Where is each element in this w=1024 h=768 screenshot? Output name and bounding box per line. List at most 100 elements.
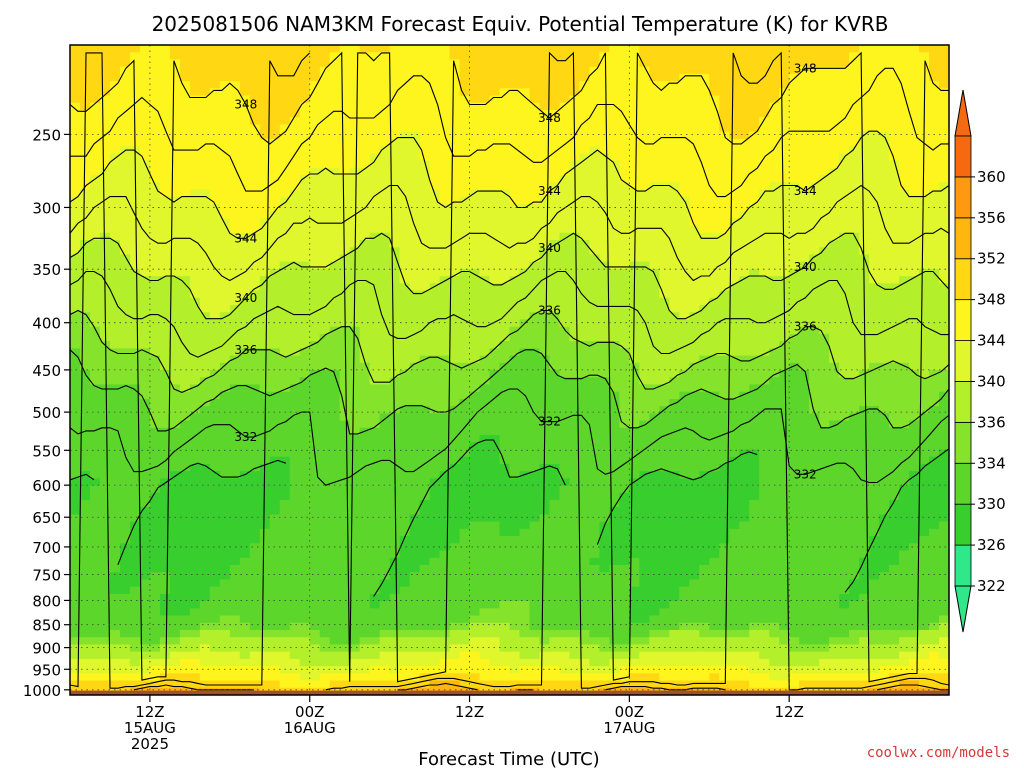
heat-cell — [849, 203, 860, 212]
heat-cell — [219, 167, 231, 176]
heat-cell — [849, 427, 860, 436]
heat-cell — [309, 95, 321, 104]
heat-cell — [99, 449, 111, 458]
heat-cell — [889, 146, 900, 154]
heat-cell — [149, 138, 161, 147]
heat-cell — [789, 95, 800, 104]
heat-cell — [109, 218, 121, 227]
heat-cell — [679, 52, 690, 61]
heat-cell — [439, 305, 451, 313]
heat-cell — [139, 341, 151, 349]
heat-cell — [749, 81, 760, 89]
heat-cell — [529, 73, 541, 82]
heat-cell — [499, 297, 511, 306]
heat-cell — [459, 160, 471, 169]
heat-cell — [619, 398, 630, 407]
heat-cell — [209, 240, 221, 248]
heat-cell — [789, 370, 800, 378]
heat-cell — [809, 348, 820, 357]
heat-cell — [299, 333, 311, 342]
heat-cell — [359, 182, 371, 191]
heat-cell — [559, 225, 571, 234]
heat-cell — [759, 225, 770, 234]
heat-cell — [689, 261, 700, 270]
heat-cell — [579, 52, 591, 61]
heat-cell — [519, 175, 531, 183]
heat-cell — [159, 370, 171, 378]
heat-cell — [319, 240, 331, 248]
heat-cell — [599, 377, 610, 386]
heat-cell — [479, 211, 491, 219]
heat-cell — [129, 45, 141, 53]
heat-cell — [469, 218, 481, 227]
heat-cell — [219, 124, 231, 133]
heat-cell — [479, 427, 491, 436]
heat-cell — [289, 420, 301, 429]
heat-cell — [609, 182, 620, 191]
heat-cell — [639, 59, 650, 68]
heat-cell — [519, 398, 531, 407]
heat-cell — [429, 66, 441, 75]
heat-cell — [559, 182, 571, 191]
heat-cell — [759, 182, 770, 191]
heat-cell — [179, 73, 191, 82]
heat-cell — [70, 232, 81, 241]
heat-cell — [319, 59, 331, 68]
heat-cell — [629, 124, 640, 133]
heat-cell — [739, 167, 750, 176]
heat-cell — [739, 283, 750, 292]
heat-cell — [289, 45, 301, 53]
heat-cell — [509, 384, 521, 393]
heat-cell — [549, 384, 561, 393]
heat-cell — [89, 73, 101, 82]
heat-cell — [119, 319, 131, 328]
heat-cell — [469, 435, 481, 443]
heat-cell — [99, 355, 111, 364]
heat-cell — [939, 66, 949, 75]
heat-cell — [859, 167, 870, 176]
heat-cell — [499, 333, 511, 342]
heat-cell — [889, 117, 900, 126]
heat-cell — [249, 138, 261, 147]
heat-cell — [139, 290, 151, 299]
heat-cell — [359, 225, 371, 234]
heat-cell — [399, 283, 411, 292]
heat-cell — [89, 254, 101, 263]
heat-cell — [359, 333, 371, 342]
heat-cell — [649, 420, 660, 429]
heat-cell — [849, 261, 860, 270]
heat-cell — [749, 211, 760, 219]
heat-cell — [519, 167, 531, 176]
heat-cell — [119, 268, 131, 277]
heat-cell — [679, 225, 690, 234]
heat-cell — [239, 283, 251, 292]
heat-cell — [419, 102, 431, 111]
heat-cell — [549, 138, 561, 147]
heat-cell — [549, 435, 561, 443]
heat-cell — [539, 377, 551, 386]
heat-cell — [839, 427, 850, 436]
heat-cell — [579, 88, 591, 97]
heat-cell — [489, 297, 501, 306]
heat-cell — [469, 45, 481, 53]
heat-cell — [659, 124, 670, 133]
heat-cell — [99, 167, 111, 176]
heat-cell — [509, 52, 521, 61]
heat-cell — [289, 52, 301, 61]
heat-cell — [79, 420, 91, 429]
heat-cell — [209, 290, 221, 299]
heat-cell — [529, 52, 541, 61]
heat-cell — [849, 160, 860, 169]
heat-cell — [449, 355, 461, 364]
heat-cell — [639, 290, 650, 299]
heat-cell — [79, 218, 91, 227]
heat-cell — [549, 240, 561, 248]
heat-cell — [159, 88, 171, 97]
heat-cell — [359, 110, 371, 118]
heat-cell — [399, 45, 411, 53]
heat-cell — [509, 240, 521, 248]
heat-cell — [119, 182, 131, 191]
heat-cell — [379, 377, 391, 386]
heat-cell — [70, 312, 81, 321]
heat-cell — [599, 384, 610, 393]
